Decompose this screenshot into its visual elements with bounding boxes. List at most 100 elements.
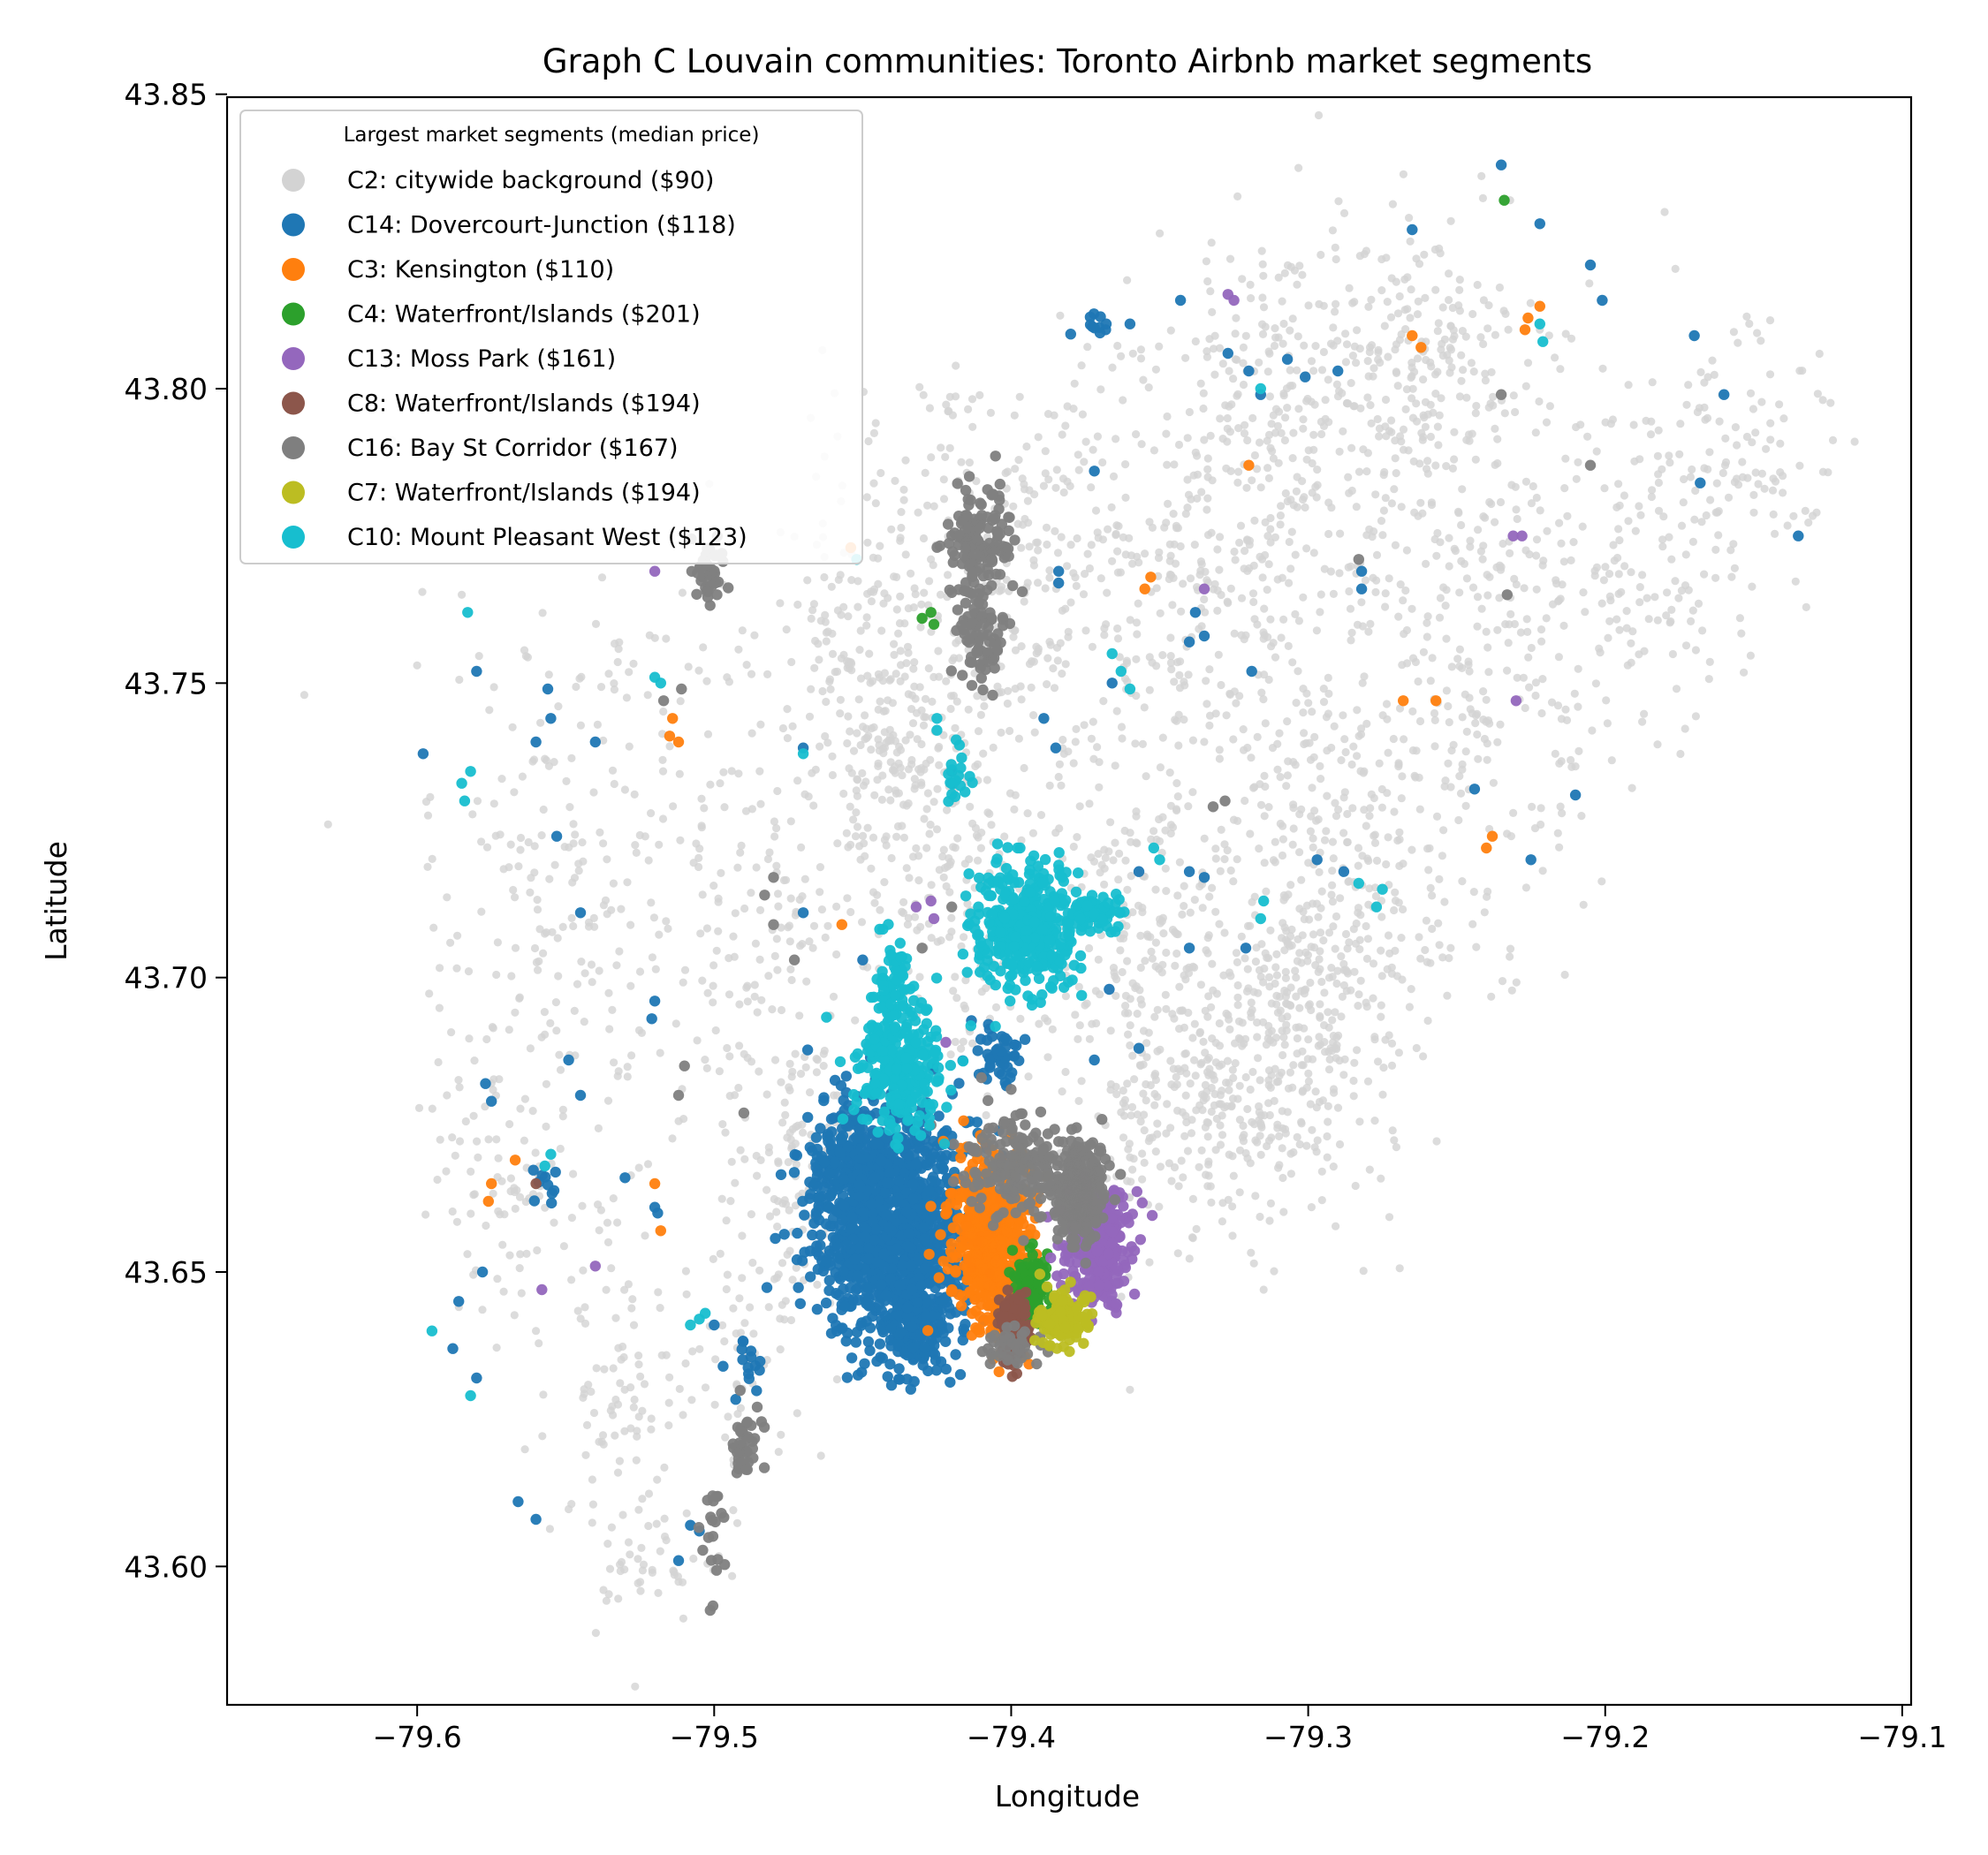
data-point (494, 1154, 503, 1162)
data-point (1170, 1014, 1179, 1023)
data-point (1435, 941, 1444, 950)
data-point (858, 768, 867, 778)
data-point (1512, 978, 1521, 987)
data-point (855, 646, 864, 655)
data-point (1665, 451, 1673, 460)
data-point (637, 1543, 646, 1552)
data-point (507, 972, 516, 980)
data-point (1329, 1162, 1338, 1171)
data-point (1585, 279, 1594, 288)
data-point (1576, 420, 1585, 429)
data-point (1203, 1182, 1212, 1191)
data-point (880, 728, 889, 737)
data-point (702, 677, 711, 685)
data-point (1128, 559, 1137, 568)
data-point (1230, 629, 1239, 638)
data-point (781, 1110, 790, 1119)
data-point (1288, 840, 1297, 849)
data-point (808, 768, 816, 777)
data-point (964, 705, 973, 714)
data-point (660, 1463, 669, 1472)
data-point (823, 1275, 835, 1286)
data-point (1324, 1065, 1334, 1074)
data-point (1378, 531, 1387, 540)
data-point (1222, 1009, 1231, 1018)
data-point (1311, 342, 1320, 351)
data-point (846, 840, 855, 850)
data-point (640, 1380, 649, 1389)
data-point (629, 1403, 638, 1412)
data-point (1103, 588, 1112, 597)
data-point (1239, 1121, 1248, 1131)
data-point (1705, 657, 1714, 667)
data-point (1462, 574, 1471, 583)
data-point (920, 814, 929, 823)
data-point (1698, 626, 1707, 635)
data-point (1274, 273, 1283, 282)
data-point (1289, 804, 1298, 813)
data-point (926, 821, 935, 829)
data-point (684, 662, 693, 671)
data-point (527, 874, 535, 882)
data-point (750, 992, 759, 1001)
data-point (588, 1518, 596, 1527)
data-point (1233, 855, 1241, 864)
data-point (1271, 653, 1280, 662)
data-point (1602, 696, 1611, 705)
data-point (1434, 319, 1443, 328)
data-point (623, 1072, 632, 1081)
data-point (1308, 1055, 1317, 1064)
data-point (1156, 1162, 1165, 1171)
data-point (603, 1218, 612, 1227)
data-point (1175, 1025, 1184, 1034)
data-point (1142, 930, 1152, 939)
data-point (925, 829, 934, 838)
data-point (1243, 921, 1253, 930)
data-point (1704, 675, 1713, 684)
data-point (1232, 314, 1241, 322)
data-point (1061, 660, 1070, 669)
data-point (861, 852, 869, 860)
data-point (836, 571, 845, 579)
data-point (571, 830, 580, 839)
data-point (772, 861, 781, 870)
data-point (1627, 658, 1635, 667)
data-point (1440, 897, 1449, 906)
data-point (1179, 579, 1187, 588)
data-point (920, 588, 929, 597)
data-point (1428, 924, 1437, 934)
data-point (866, 1208, 878, 1219)
data-point (1312, 816, 1321, 825)
data-point (496, 1210, 505, 1219)
data-point (1266, 926, 1275, 935)
data-point (1629, 420, 1638, 429)
data-point (1591, 679, 1600, 688)
data-point (921, 468, 930, 478)
data-point (679, 1115, 688, 1124)
data-point (1561, 705, 1570, 714)
data-point (1292, 699, 1301, 708)
data-point (1238, 275, 1247, 284)
data-point (428, 1104, 436, 1113)
data-point (1211, 854, 1220, 863)
data-point (1121, 493, 1130, 503)
data-point (941, 452, 950, 462)
data-point (1574, 458, 1582, 467)
data-point (1648, 378, 1657, 387)
data-point (721, 1128, 730, 1137)
data-point (1316, 250, 1325, 260)
data-point (1433, 327, 1442, 336)
data-point (1442, 586, 1451, 594)
data-point (1734, 338, 1742, 347)
data-point (1173, 1249, 1182, 1258)
data-point (580, 1303, 589, 1312)
data-point (470, 1190, 479, 1199)
data-point (639, 1560, 649, 1569)
data-point (1307, 1203, 1316, 1212)
data-point (816, 1451, 825, 1460)
data-point (1433, 528, 1442, 538)
data-point (903, 1241, 914, 1253)
data-point (1366, 619, 1375, 629)
data-point (1357, 598, 1366, 607)
